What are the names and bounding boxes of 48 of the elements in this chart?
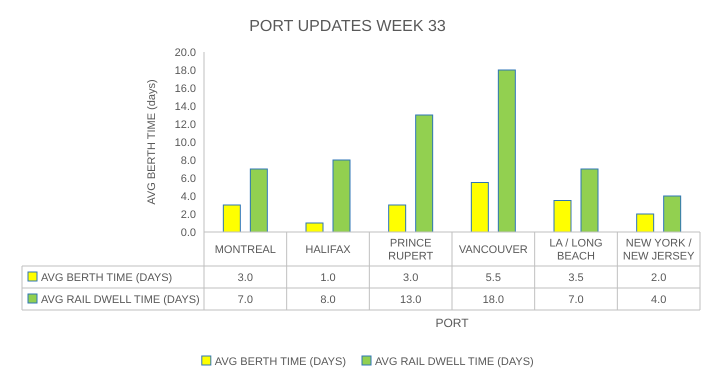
bar: [332, 160, 350, 232]
data-label: 3.0: [238, 272, 253, 284]
y-tick-label: 16.0: [174, 83, 196, 95]
chart-title: PORT UPDATES WEEK 33: [249, 18, 446, 35]
y-tick-label: 0.0: [180, 227, 196, 239]
data-label: 7.0: [238, 294, 253, 306]
x-tick-label: MONTREAL: [214, 244, 276, 256]
bar: [663, 196, 682, 232]
data-label: 5.5: [486, 272, 501, 284]
data-label: 1.0: [320, 272, 336, 284]
data-label: 8.0: [320, 294, 336, 306]
x-tick-label: PRINCE RUPERT: [388, 238, 434, 262]
x-tick-label: HALIFAX: [305, 244, 352, 256]
data-label: 2.0: [651, 272, 666, 284]
bar: [250, 168, 268, 232]
bar: [580, 168, 598, 232]
legend-label: AVG RAIL DWELL TIME (DAYS): [41, 294, 200, 306]
data-label: 13.0: [400, 294, 422, 306]
y-tick-label: 10.0: [174, 137, 196, 149]
x-tick-label: VANCOUVER: [458, 244, 528, 256]
y-tick-label: 20.0: [174, 47, 196, 59]
y-tick-label: 4.0: [180, 191, 196, 203]
bar: [415, 114, 434, 232]
bar: [306, 222, 324, 232]
x-tick-label: LA / LONG BEACH: [549, 238, 603, 262]
y-tick-label: 14.0: [174, 101, 196, 113]
y-tick-label: 6.0: [180, 173, 196, 185]
text: AVG RAIL DWELL TIME (DAYS): [375, 356, 534, 368]
data-label: 3.5: [568, 272, 584, 284]
y-tick-label: 18.0: [174, 65, 196, 77]
data-label: 3.0: [403, 272, 418, 284]
bar: [470, 182, 489, 232]
bar: [388, 204, 406, 232]
bar: [222, 204, 241, 232]
bar: [554, 200, 572, 232]
text: AVG BERTH TIME (DAYS): [214, 356, 346, 368]
y-tick-label: 12.0: [174, 119, 196, 131]
y-tick-label: 2.0: [180, 209, 196, 221]
x-tick-label: NEW YORK / NEW JERSEY: [622, 238, 696, 262]
bar: [498, 70, 516, 232]
legend-label: AVG BERTH TIME (DAYS): [41, 272, 172, 284]
data-label: 4.0: [651, 294, 666, 306]
x-axis-title: PORT: [435, 316, 470, 330]
y-axis-title: AVG BERTH TIME (days): [146, 79, 158, 205]
y-tick-label: 8.0: [180, 155, 196, 167]
data-label: 18.0: [482, 294, 504, 306]
data-label: 7.0: [568, 294, 584, 306]
bar: [636, 214, 654, 232]
